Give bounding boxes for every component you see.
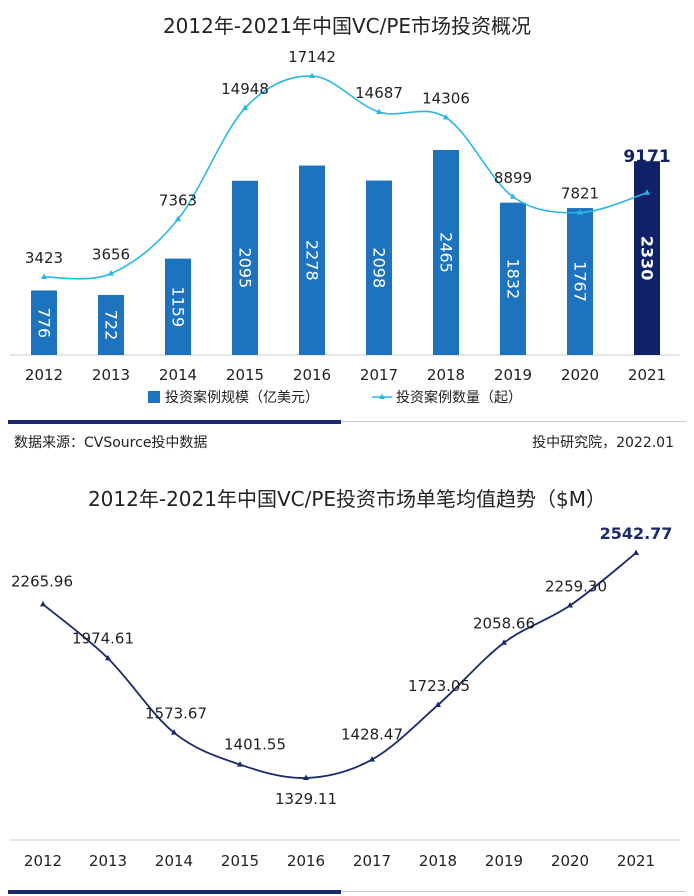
bar-value-label-2018: 2465 bbox=[437, 232, 456, 273]
bar-value-label-2020: 1767 bbox=[571, 261, 590, 302]
bar-2017 bbox=[366, 180, 392, 355]
avg-marker-2013 bbox=[105, 654, 111, 661]
avg-value-label-2021: 2542.77 bbox=[600, 524, 673, 543]
x-tick-label-2021: 2021 bbox=[628, 366, 666, 384]
count-marker-2020 bbox=[577, 209, 583, 215]
bar-2020 bbox=[567, 208, 593, 355]
avg-value-label-2015: 1401.55 bbox=[224, 736, 286, 754]
avg-value-label-2019: 2058.66 bbox=[473, 615, 535, 633]
x-tick-label-2-2015: 2015 bbox=[221, 852, 259, 870]
source-note: 数据来源：CVSource投中数据 bbox=[14, 435, 208, 451]
legend-marker-line bbox=[379, 393, 385, 399]
chart1-title: 2012年-2021年中国VC/PE市场投资概况 bbox=[162, 14, 532, 38]
x-tick-label-2017: 2017 bbox=[360, 366, 398, 384]
count-marker-2016 bbox=[309, 72, 315, 78]
legend-swatch-bar bbox=[148, 391, 160, 403]
count-value-label-2017: 14687 bbox=[355, 84, 403, 102]
x-tick-label-2-2012: 2012 bbox=[24, 852, 62, 870]
avg-value-label-2020: 2259.30 bbox=[545, 578, 607, 596]
avg-marker-2017 bbox=[369, 756, 375, 762]
x-tick-label-2-2013: 2013 bbox=[89, 852, 127, 870]
avg-marker-2019 bbox=[501, 639, 507, 645]
legend-label-line: 投资案例数量（起） bbox=[396, 389, 522, 406]
count-marker-2013 bbox=[108, 270, 114, 276]
avg-value-label-2017: 1428.47 bbox=[341, 726, 403, 744]
count-value-label-2018: 14306 bbox=[422, 90, 470, 108]
count-value-label-2020: 7821 bbox=[561, 185, 599, 203]
bar-value-label-2013: 722 bbox=[102, 310, 121, 341]
avg-value-label-2013: 1974.61 bbox=[72, 629, 134, 647]
x-tick-label-2-2016: 2016 bbox=[287, 852, 325, 870]
count-value-label-2013: 3656 bbox=[92, 246, 130, 264]
avg-value-label-2016: 1329.11 bbox=[275, 790, 337, 808]
count-marker-2017 bbox=[376, 108, 382, 114]
count-value-label-2015: 14948 bbox=[221, 80, 269, 98]
divider-light-bottom bbox=[341, 891, 686, 892]
bar-2016 bbox=[299, 165, 325, 355]
count-value-label-2021: 9171 bbox=[623, 147, 670, 167]
bar-2018 bbox=[433, 150, 459, 355]
count-marker-2014 bbox=[175, 215, 181, 222]
bar-2013 bbox=[98, 294, 124, 355]
avg-value-label-2018: 1723.05 bbox=[408, 677, 470, 695]
avg-value-label-2014: 1573.67 bbox=[145, 705, 207, 723]
avg-marker-2014 bbox=[171, 729, 177, 735]
avg-marker-2018 bbox=[435, 701, 441, 707]
x-tick-label-2-2020: 2020 bbox=[551, 852, 589, 870]
divider-dark bbox=[8, 420, 341, 424]
x-tick-label-2-2014: 2014 bbox=[155, 852, 193, 870]
bar-value-label-2021: 2330 bbox=[638, 236, 657, 281]
x-tick-label-2-2017: 2017 bbox=[353, 852, 391, 870]
bar-value-label-2012: 776 bbox=[35, 307, 54, 338]
x-tick-label-2-2021: 2021 bbox=[617, 852, 655, 870]
bar-2015 bbox=[232, 180, 258, 355]
bar-2012 bbox=[31, 290, 57, 355]
count-value-label-2016: 17142 bbox=[288, 48, 336, 66]
count-marker-2015 bbox=[242, 104, 248, 111]
chart1-svg: 776 2012 722 2013 1159 2014 2095 2015 2278 2016 20… bbox=[10, 48, 680, 406]
legend-label-bar: 投资案例规模（亿美元） bbox=[165, 389, 319, 406]
divider-light bbox=[341, 421, 686, 422]
x-tick-label-2020: 2020 bbox=[561, 366, 599, 384]
x-tick-label-2019: 2019 bbox=[494, 366, 532, 384]
bar-value-label-2017: 2098 bbox=[370, 247, 389, 288]
count-marker-2012 bbox=[41, 273, 47, 279]
bar-value-label-2019: 1832 bbox=[504, 258, 523, 299]
bar-2014 bbox=[165, 258, 191, 355]
count-value-label-2012: 3423 bbox=[25, 249, 63, 267]
avg-marker-2020 bbox=[567, 602, 573, 608]
x-tick-label-2013: 2013 bbox=[92, 366, 130, 384]
x-tick-label-2018: 2018 bbox=[427, 366, 465, 384]
credit-note: 投中研究院，2022.01 bbox=[532, 435, 674, 451]
x-tick-label-2-2019: 2019 bbox=[485, 852, 523, 870]
avg-value-label-2012: 2265.96 bbox=[11, 572, 73, 590]
x-tick-label-2-2018: 2018 bbox=[419, 852, 457, 870]
x-tick-label-2016: 2016 bbox=[293, 366, 331, 384]
bar-value-label-2014: 1159 bbox=[169, 286, 188, 327]
count-value-label-2014: 7363 bbox=[159, 191, 197, 209]
bar-value-label-2016: 2278 bbox=[303, 240, 322, 281]
chart2-title: 2012年-2021年中国VC/PE投资市场单笔均值趋势（$M） bbox=[87, 487, 607, 511]
avg-marker-2015 bbox=[237, 761, 243, 767]
avg-line bbox=[42, 552, 637, 779]
bar-2019 bbox=[500, 202, 526, 355]
bar-value-label-2015: 2095 bbox=[236, 248, 255, 289]
avg-marker-2016 bbox=[303, 774, 309, 780]
count-marker-2019 bbox=[510, 193, 516, 199]
avg-marker-2021 bbox=[633, 549, 639, 555]
x-tick-label-2014: 2014 bbox=[159, 366, 197, 384]
x-tick-label-2015: 2015 bbox=[226, 366, 264, 384]
count-line bbox=[43, 75, 648, 280]
divider-dark-bottom bbox=[8, 890, 341, 894]
count-marker-2021 bbox=[644, 189, 650, 195]
count-value-label-2019: 8899 bbox=[494, 169, 532, 187]
avg-marker-2012 bbox=[40, 600, 46, 607]
x-tick-label-2012: 2012 bbox=[25, 366, 63, 384]
count-marker-2018 bbox=[443, 114, 449, 120]
